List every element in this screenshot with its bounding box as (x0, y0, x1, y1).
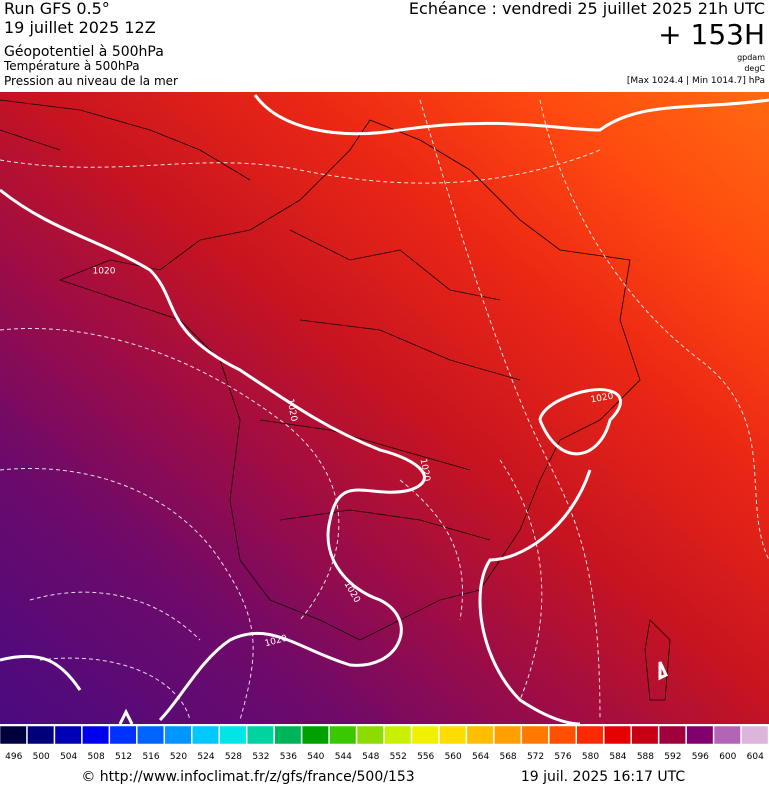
colorbar-label: 516 (142, 752, 159, 762)
colorbar-label: 512 (115, 752, 132, 762)
colorbar-swatch (658, 725, 686, 745)
colorbar-swatch (631, 725, 659, 745)
colorbar-label: 596 (692, 752, 709, 762)
colorbar-swatch (329, 725, 357, 745)
colorbar-swatch (27, 725, 55, 745)
colorbar-swatch (384, 725, 412, 745)
valid-time: Echéance : vendredi 25 juillet 2025 21h … (409, 0, 765, 18)
colorbar-swatch (137, 725, 165, 745)
isobar-label: 1020 (285, 398, 299, 423)
lead-time: + 153H (658, 18, 765, 51)
colorbar-label: 508 (88, 752, 105, 762)
colorbar-swatch (109, 725, 137, 745)
colorbar: 496 500 504 508 512 516 520 524 528 532 536 540 544 5… (0, 725, 769, 762)
colorbar-swatch (686, 725, 714, 745)
colorbar-swatch (411, 725, 439, 745)
colorbar-swatch (521, 725, 549, 745)
colorbar-swatch (54, 725, 82, 745)
colorbar-label: 580 (582, 752, 599, 762)
colorbar-label: 600 (719, 752, 736, 762)
colorbar-swatch (549, 725, 576, 745)
colorbar-swatch (301, 725, 329, 745)
unit: gpdam (737, 53, 765, 62)
colorbar-label: 592 (664, 752, 681, 762)
colorbar-label: 568 (499, 752, 516, 762)
header: Run GFS 0.5° 19 juillet 2025 12Z Géopote… (3, 0, 765, 88)
colorbar-label: 604 (747, 752, 764, 762)
source-url: © http://www.infoclimat.fr/z/gfs/france/… (81, 769, 414, 785)
isotherms (0, 99, 769, 721)
colorbar-label: 544 (335, 752, 352, 762)
colorbar-swatch (576, 725, 604, 745)
colorbar-swatch (219, 725, 247, 745)
colorbar-label: 564 (472, 752, 489, 762)
colorbar-label: 548 (362, 752, 379, 762)
unit: degC (744, 64, 765, 73)
field-background (0, 92, 769, 724)
colorbar-label: 536 (280, 752, 297, 762)
colorbar-swatch (192, 725, 219, 745)
colorbar-label: 556 (417, 752, 434, 762)
date: 19 juillet 2025 12Z (4, 18, 156, 37)
colorbar-label: 532 (252, 752, 269, 762)
colorbar-label: 584 (609, 752, 626, 762)
colorbar-label: 560 (445, 752, 462, 762)
colorbar-label: 552 (390, 752, 407, 762)
footer: © http://www.infoclimat.fr/z/gfs/france/… (81, 769, 685, 785)
isobar-label: 1020 (590, 392, 615, 406)
field: Géopotentiel à 500hPa (4, 44, 164, 60)
colorbar-label: 504 (60, 752, 77, 762)
colorbar-label: 540 (307, 752, 324, 762)
colorbar-label: 500 (33, 752, 50, 762)
borders (0, 99, 671, 701)
colorbar-swatch (246, 725, 274, 745)
colorbar-swatch (439, 725, 467, 745)
colorbar-swatch (274, 725, 302, 745)
colorbar-swatch (741, 725, 769, 745)
colorbar-label: 528 (225, 752, 242, 762)
colorbar-label: 576 (554, 752, 571, 762)
colorbar-swatch (356, 725, 384, 745)
colorbar-label: 572 (527, 752, 544, 762)
colorbar-label: 496 (5, 752, 22, 762)
unit: [Max 1024.4 | Min 1014.7] hPa (627, 76, 765, 86)
colorbar-swatch (466, 725, 494, 745)
field: Pression au niveau de la mer (4, 74, 178, 88)
colorbar-label: 520 (170, 752, 187, 762)
colorbar-swatch (0, 725, 27, 745)
timestamp: 19 juil. 2025 16:17 UTC (521, 769, 686, 785)
colorbar-swatch (713, 725, 741, 745)
field: Température à 500hPa (3, 59, 140, 73)
colorbar-swatch (164, 725, 192, 745)
colorbar-swatch (603, 725, 631, 745)
colorbar-label: 588 (637, 752, 654, 762)
isobar-label: 1020 (418, 458, 432, 483)
isobar-label: 1020 (93, 267, 116, 277)
colorbar-swatch (82, 725, 110, 745)
isobars (0, 94, 769, 724)
run: Run GFS 0.5° (4, 0, 110, 18)
colorbar-label: 524 (197, 752, 214, 762)
colorbar-swatch (494, 725, 522, 745)
